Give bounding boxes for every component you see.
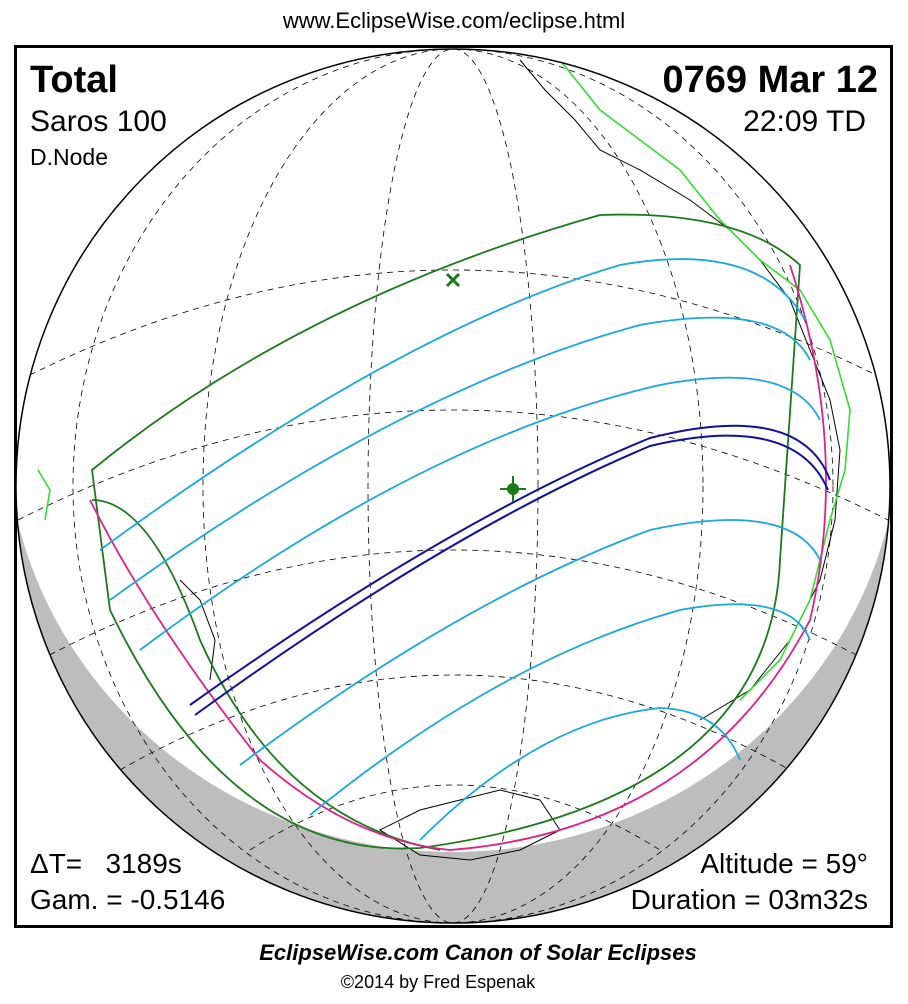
duration: Duration = 03m32s: [631, 884, 868, 915]
eclipse-type: Total: [30, 59, 118, 101]
altitude: Altitude = 59°: [700, 848, 868, 879]
footer-title: EclipseWise.com Canon of Solar Eclipses: [259, 940, 697, 965]
url: www.EclipseWise.com/eclipse.html: [282, 8, 625, 33]
saros: Saros 100: [30, 105, 167, 138]
greatest-eclipse-marker: [500, 476, 526, 502]
time: 22:09 TD: [743, 105, 866, 138]
delta-t: ΔT= 3189s: [30, 848, 182, 879]
globe-outline: [15, 48, 891, 924]
greatest-duration-marker: [445, 272, 461, 288]
copyright: ©2014 by Fred Espenak: [341, 972, 536, 992]
globe: [16, 49, 890, 923]
gamma: Gam. = -0.5146: [30, 884, 225, 915]
eclipse-date: 0769 Mar 12: [663, 59, 879, 101]
node: D.Node: [30, 144, 108, 170]
